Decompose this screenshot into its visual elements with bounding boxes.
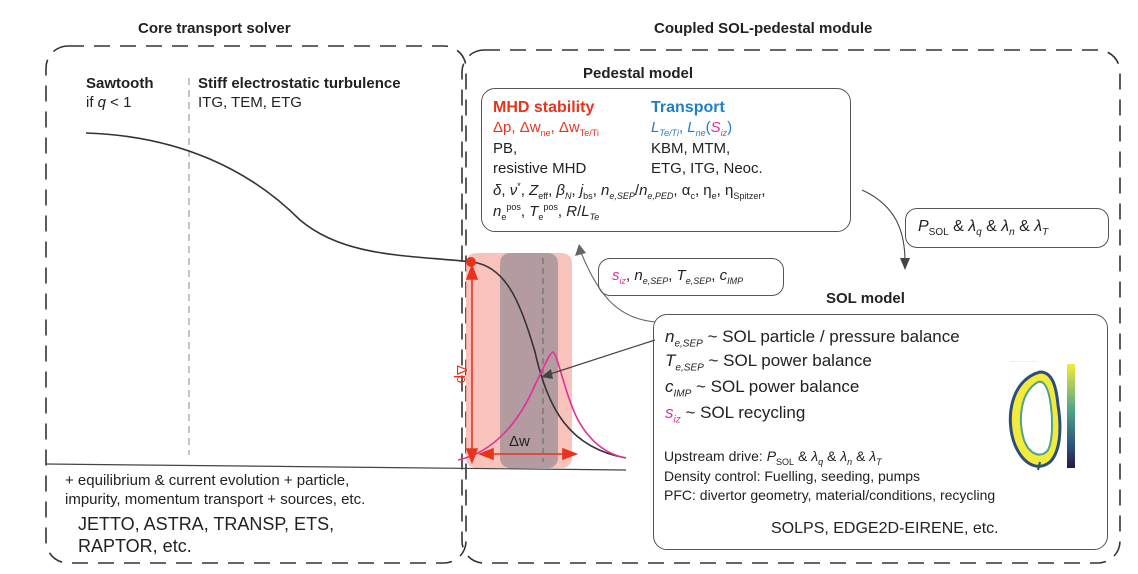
sol-codes: SOLPS, EDGE2D-EIRENE, etc. — [771, 520, 999, 537]
mhd-stability-title: MHD stability — [493, 99, 595, 116]
mhd-resistive: resistive MHD — [493, 160, 587, 177]
core-extras-line1: + equilibrium & current evolution + part… — [65, 472, 350, 489]
feedback-parameters-box — [598, 258, 784, 296]
delta-w-arrow — [477, 447, 579, 461]
core-codes-line1: JETTO, ASTRA, TRANSP, ETS, — [78, 514, 335, 534]
sawtooth-title: Sawtooth — [86, 75, 154, 92]
upstream-drive-box — [905, 208, 1109, 248]
pedestal-parameters-line2: nepos, Tepos, R/LTe — [493, 202, 600, 222]
mhd-pb: PB, — [493, 140, 518, 157]
sol-to-profile-arrowhead — [541, 369, 553, 379]
sol-density-control: Density control: Fuelling, seeding, pump… — [664, 468, 921, 484]
pedestal-model-title: Pedestal model — [583, 65, 694, 82]
sol-item-siz: siz ~ SOL recycling — [665, 403, 806, 426]
core-solver-title: Core transport solver — [138, 20, 291, 37]
upstream-drive-text: PSOL & λq & λn & λT — [918, 218, 1049, 239]
pressure-profile-curve — [85, 132, 627, 459]
sol-pfc: PFC: divertor geometry, material/conditi… — [664, 487, 996, 503]
stiff-turbulence-modes: ITG, TEM, ETG — [198, 94, 302, 111]
pedestal-to-sol-arrow — [861, 189, 906, 263]
coupled-module-boundary — [461, 49, 1121, 564]
sol-model-title: SOL model — [826, 290, 905, 307]
pedestal-top-band — [500, 253, 558, 468]
feedback-parameters-text: siz, ne,SEP, Te,SEP, cIMP — [612, 267, 744, 286]
pedestal-to-sol-arrowhead — [900, 258, 910, 270]
svg-text:.........................: ......................... — [1010, 358, 1038, 363]
stiff-turbulence-title: Stiff electrostatic turbulence — [198, 75, 401, 92]
sawtooth-condition: if q < 1 — [86, 94, 132, 111]
transport-lengths: LTe/Ti, Lne(Siz) — [651, 119, 733, 138]
sol-model-box — [653, 314, 1108, 550]
core-solver-boundary — [45, 45, 467, 564]
transport-title: Transport — [651, 99, 725, 116]
colorbar-icon — [1067, 364, 1075, 468]
mhd-pedestal-widths: Δp, Δwne, ΔwTe/Ti — [493, 119, 599, 138]
pedestal-top-marker — [466, 257, 476, 267]
pedestal-model-box — [481, 88, 851, 232]
core-codes-line2: RAPTOR, etc. — [78, 536, 192, 556]
sol-item-cimp: cIMP ~ SOL power balance — [665, 377, 860, 400]
ionization-source-curve — [457, 351, 627, 461]
profile-baseline — [45, 463, 627, 471]
pedestal-parameters-line1: δ, ν*, Zeff, βN, jbs, ne,SEP/ne,PED, αc,… — [493, 181, 766, 201]
delta-p-label: Δp — [453, 365, 470, 384]
sol-item-tesep: Te,SEP ~ SOL power balance — [665, 351, 872, 374]
transport-kbm-mtm: KBM, MTM, — [651, 140, 731, 157]
feedback-arrowhead — [575, 244, 586, 256]
sol-upstream-drive: Upstream drive: PSOL & λq & λn & λT — [664, 448, 882, 467]
coupled-module-title: Coupled SOL-pedestal module — [654, 20, 873, 37]
sol-item-nesep: ne,SEP ~ SOL particle / pressure balance — [665, 327, 960, 350]
tokamak-cross-section-icon: ......................... — [1008, 358, 1062, 471]
delta-w-label: Δw — [509, 433, 530, 450]
delta-p-arrow — [465, 263, 479, 465]
transport-etg-itg: ETG, ITG, Neoc. — [651, 160, 763, 177]
sol-to-pedestal-feedback-arrow — [579, 249, 656, 323]
core-extras-line2: impurity, momentum transport + sources, … — [65, 491, 366, 508]
sol-to-profile-arrow — [543, 339, 656, 377]
